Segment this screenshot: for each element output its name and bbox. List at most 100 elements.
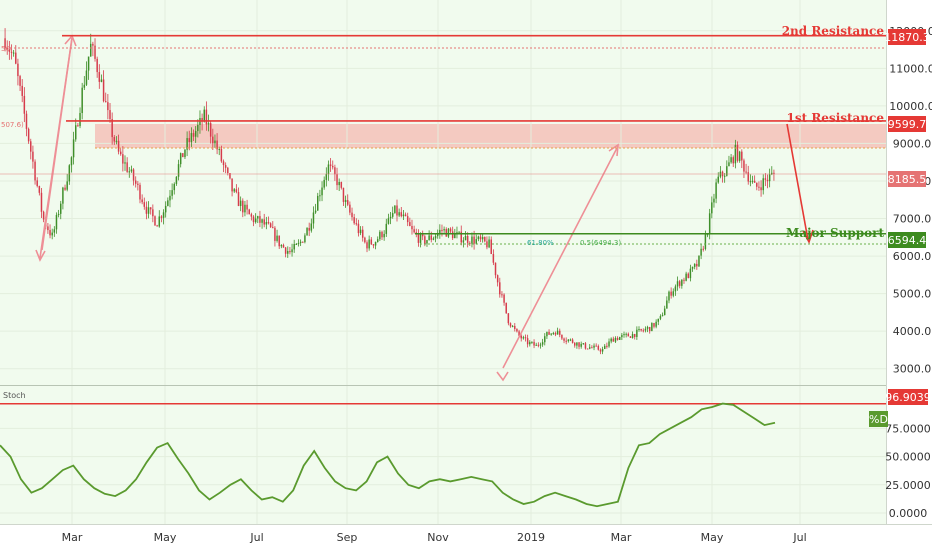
- candle-body: [681, 279, 683, 286]
- candle-body: [505, 302, 507, 314]
- candle-body: [156, 225, 158, 227]
- candle-body: [366, 242, 368, 249]
- candle-body: [224, 165, 227, 168]
- candle-body: [511, 325, 514, 327]
- candle-body: [693, 263, 696, 267]
- forecast-arrow: [786, 123, 814, 244]
- candle-body: [216, 140, 218, 150]
- candle-body: [501, 294, 503, 296]
- candle-body: [676, 281, 679, 287]
- candle-body: [344, 200, 347, 202]
- price-tick-label: 11000.0: [889, 62, 932, 75]
- candle-body: [287, 251, 289, 254]
- candle-body: [152, 209, 154, 217]
- candle-body: [231, 178, 233, 192]
- candle-body: [745, 171, 747, 173]
- candle-body: [329, 164, 332, 166]
- candle-body: [197, 124, 199, 132]
- candle-body: [265, 222, 268, 225]
- candle-body: [171, 190, 173, 196]
- candle-body: [282, 244, 285, 248]
- candle-body: [477, 236, 480, 240]
- candle-body: [537, 344, 540, 346]
- candle-body: [616, 338, 619, 340]
- candle-body: [246, 204, 248, 210]
- candle-body: [419, 234, 422, 243]
- candle-body: [608, 341, 610, 347]
- candle-body: [83, 84, 86, 88]
- candle-body: [734, 144, 737, 164]
- candle-body: [747, 172, 749, 182]
- candle-body: [627, 333, 630, 337]
- candle-body: [715, 182, 717, 199]
- svg-text:%D: %D: [869, 413, 888, 426]
- candle-body: [57, 213, 60, 215]
- candle-body: [507, 313, 510, 324]
- candle-body: [439, 229, 441, 233]
- candle-body: [280, 244, 283, 247]
- svg-text:96.9039: 96.9039: [885, 391, 931, 404]
- candle-body: [753, 180, 756, 183]
- candle-body: [381, 231, 383, 238]
- candle-body: [552, 332, 555, 334]
- candle-body: [473, 236, 475, 244]
- candle-body: [449, 228, 452, 232]
- time-tick-label: Mar: [62, 531, 83, 544]
- candle-body: [113, 137, 116, 142]
- candle-body: [278, 235, 280, 247]
- price-tick-label: 10000.0: [889, 100, 932, 113]
- candle-body: [698, 255, 700, 267]
- candle-body: [222, 161, 225, 166]
- candle-body: [614, 338, 617, 342]
- candle-body: [179, 153, 182, 165]
- candle-body: [411, 226, 413, 230]
- candle-body: [728, 162, 730, 167]
- candle-body: [177, 164, 180, 177]
- candle-body: [87, 56, 90, 71]
- candle-body: [355, 223, 358, 225]
- candle-body: [458, 231, 460, 233]
- candle-body: [576, 342, 578, 346]
- candle-body: [629, 336, 632, 338]
- time-tick-label: May: [154, 531, 177, 544]
- candle-body: [668, 291, 670, 301]
- candle-body: [771, 172, 773, 175]
- candle-body: [509, 323, 512, 327]
- candle-body: [51, 232, 53, 236]
- candle-body: [162, 212, 165, 218]
- candle-body: [535, 344, 537, 346]
- candle-body: [229, 173, 231, 179]
- candle-body: [657, 318, 660, 322]
- candle-body: [533, 341, 535, 346]
- candle-body: [432, 238, 435, 240]
- candle-body: [92, 43, 94, 46]
- candle-body: [188, 138, 191, 143]
- candle-body: [272, 227, 274, 229]
- candle-body: [488, 239, 490, 248]
- candle-body: [12, 52, 15, 54]
- candle-body: [205, 109, 208, 125]
- candle-body: [201, 117, 203, 122]
- badge-stoch-d: %D: [869, 411, 888, 427]
- candle-body: [520, 335, 522, 339]
- candle-body: [646, 327, 649, 329]
- candle-body: [704, 234, 707, 249]
- stoch-grid: [0, 427, 886, 514]
- candle-body: [346, 200, 349, 205]
- candle-body: [522, 337, 525, 339]
- candle-body: [499, 282, 501, 295]
- candle-body: [524, 337, 527, 339]
- second-resistance-label: 2nd Resistance: [782, 24, 885, 38]
- candle-body: [259, 216, 261, 223]
- candle-body: [597, 345, 600, 350]
- candle-body: [79, 113, 81, 127]
- candle-body: [406, 216, 409, 223]
- candle-body: [252, 216, 255, 223]
- fib-label-mid: 507.6): [1, 121, 24, 129]
- candle-body: [239, 200, 242, 206]
- candle-body: [516, 328, 518, 332]
- candle-body: [334, 167, 336, 175]
- candle-body: [559, 330, 561, 335]
- candle-body: [49, 230, 51, 236]
- candle-body: [766, 179, 769, 182]
